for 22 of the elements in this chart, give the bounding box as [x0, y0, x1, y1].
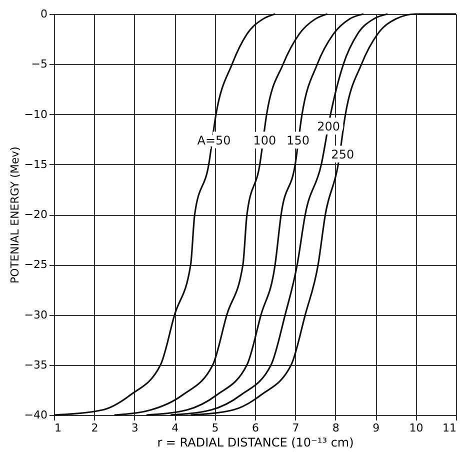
x-tick-label: 2: [91, 422, 98, 434]
x-tick-label: 11: [442, 422, 456, 434]
x-tick-label: 3: [131, 422, 138, 434]
x-axis-title: r = RADIAL DISTANCE (10⁻¹³ cm): [157, 436, 354, 450]
y-tick-label: 0: [40, 8, 48, 20]
x-tick-label: 9: [372, 422, 380, 434]
x-tick-label: 8: [332, 422, 340, 434]
y-tick-label: −30: [24, 308, 48, 322]
x-tick-label: 10: [409, 422, 424, 434]
y-tick-label: −35: [24, 358, 48, 372]
y-tick-label: −40: [24, 408, 48, 422]
x-tick-label: 6: [252, 422, 259, 434]
y-tick-label: −10: [24, 108, 48, 121]
x-tick-label: 5: [212, 422, 219, 434]
x-tick-label: 1: [54, 422, 62, 434]
y-axis-title: POTENIAL ENERGY (Mev): [8, 146, 22, 284]
y-tick-label: −25: [24, 258, 48, 272]
x-tick-label: 4: [172, 422, 179, 434]
y-tick-label: −5: [31, 58, 48, 71]
y-tick-label: −15: [24, 158, 48, 171]
x-tick-label: 7: [292, 422, 300, 434]
y-tick-label: −20: [24, 208, 48, 221]
